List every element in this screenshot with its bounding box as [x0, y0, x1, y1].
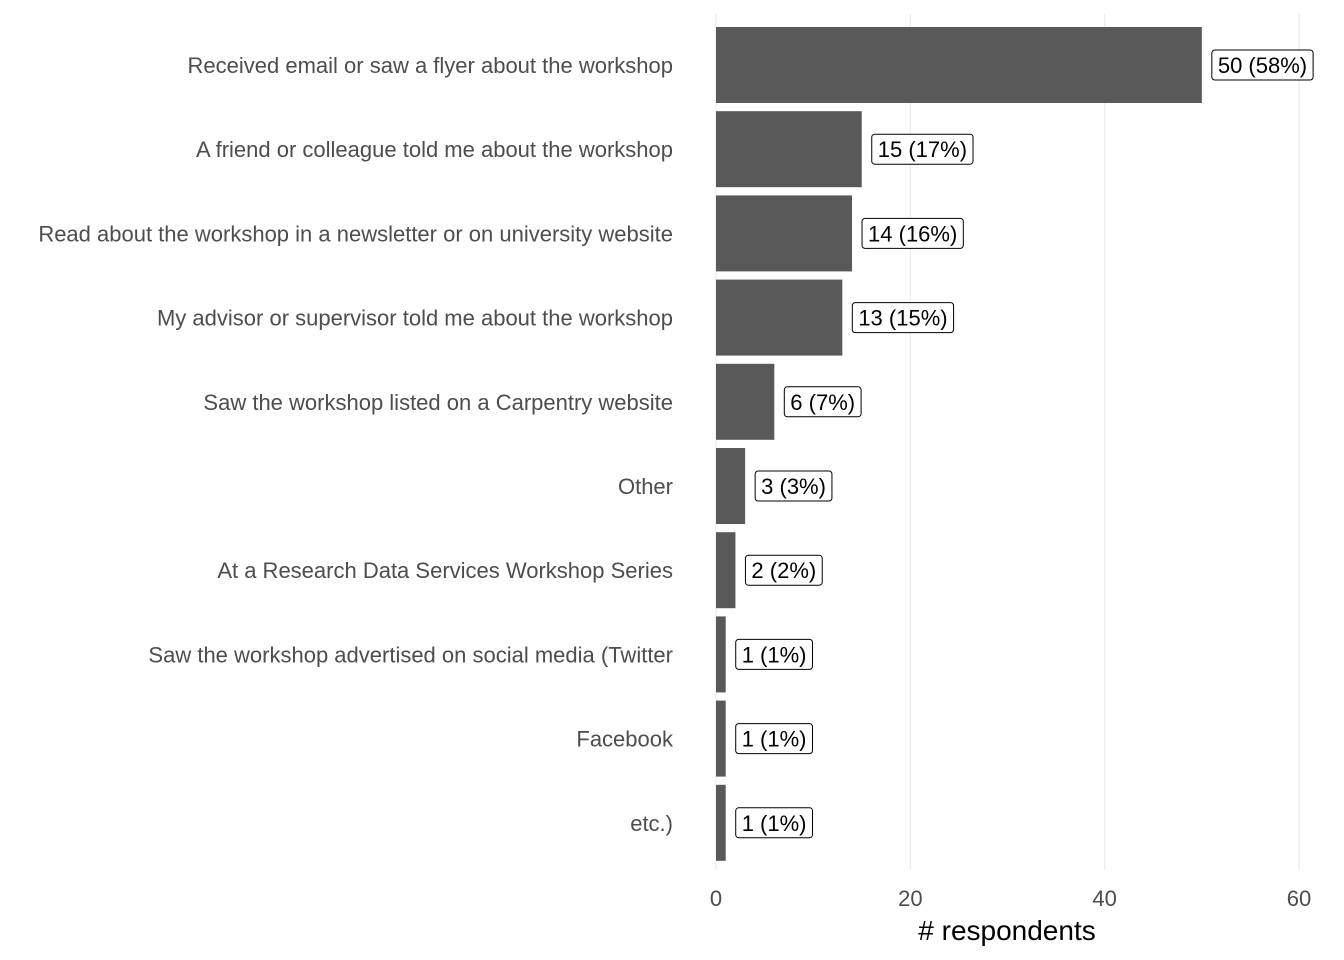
category-label: Saw the workshop listed on a Carpentry w…	[203, 390, 673, 415]
data-label: 1 (1%)	[735, 807, 814, 839]
data-label: 3 (3%)	[754, 470, 833, 502]
bar	[716, 363, 775, 440]
data-label: 2 (2%)	[744, 554, 823, 586]
category-label: Saw the workshop advertised on social me…	[148, 642, 673, 667]
data-label-box	[861, 217, 964, 249]
bar	[716, 195, 853, 272]
category-label: Other	[618, 474, 673, 499]
data-label-box	[1211, 49, 1314, 81]
category-label: Read about the workshop in a newsletter …	[38, 221, 673, 246]
category-label: etc.)	[630, 811, 673, 836]
data-label-box	[754, 470, 833, 502]
data-labels: 50 (58%) 15 (17%) 14 (16%) 13 (15%) 6 (7%) 3 …	[735, 49, 1314, 839]
data-label-text: 3 (3%)	[761, 474, 826, 499]
data-label-box	[735, 638, 814, 670]
data-label-box	[783, 386, 862, 418]
data-label: 50 (58%)	[1211, 49, 1314, 81]
data-label-text: 2 (2%)	[751, 558, 816, 583]
data-label: 6 (7%)	[783, 386, 862, 418]
data-label: 15 (17%)	[871, 133, 974, 165]
category-labels: Received email or saw a flyer about the …	[38, 53, 674, 836]
x-tick-label: 60	[1287, 886, 1311, 911]
data-label-text: 1 (1%)	[742, 642, 807, 667]
category-label: Facebook	[576, 727, 674, 752]
category-label: At a Research Data Services Workshop Ser…	[217, 558, 673, 583]
data-label-text: 50 (58%)	[1218, 53, 1307, 78]
x-tick-label: 40	[1092, 886, 1116, 911]
data-label-box	[871, 133, 974, 165]
data-label: 1 (1%)	[735, 638, 814, 670]
x-axis-title: # respondents	[918, 915, 1095, 946]
data-label-text: 1 (1%)	[742, 727, 807, 752]
x-tick-label: 0	[710, 886, 722, 911]
category-label: My advisor or supervisor told me about t…	[157, 306, 673, 331]
data-label: 13 (15%)	[851, 302, 955, 334]
data-label-box	[735, 807, 814, 839]
category-label: Received email or saw a flyer about the …	[188, 53, 673, 78]
data-label-text: 6 (7%)	[790, 390, 855, 415]
bar	[716, 616, 726, 693]
x-tick-label: 20	[898, 886, 922, 911]
data-label-text: 15 (17%)	[878, 137, 967, 162]
x-tick-labels: 0 20 40 60	[710, 886, 1311, 911]
data-label-box	[744, 554, 823, 586]
data-label: 14 (16%)	[861, 217, 964, 249]
bar	[716, 27, 1202, 103]
data-label-text: 14 (16%)	[868, 221, 957, 246]
bar	[716, 448, 746, 524]
bar	[716, 532, 736, 609]
bars-layer	[716, 27, 1202, 861]
data-label-text: 13 (15%)	[858, 306, 947, 331]
category-label: A friend or colleague told me about the …	[196, 137, 673, 162]
bar	[716, 279, 843, 356]
data-label-text: 1 (1%)	[742, 811, 807, 836]
bar	[716, 784, 726, 861]
data-label: 1 (1%)	[735, 723, 814, 755]
data-label-box	[735, 723, 814, 755]
bar	[716, 111, 862, 188]
bar	[716, 700, 726, 777]
data-label-box	[851, 302, 955, 334]
